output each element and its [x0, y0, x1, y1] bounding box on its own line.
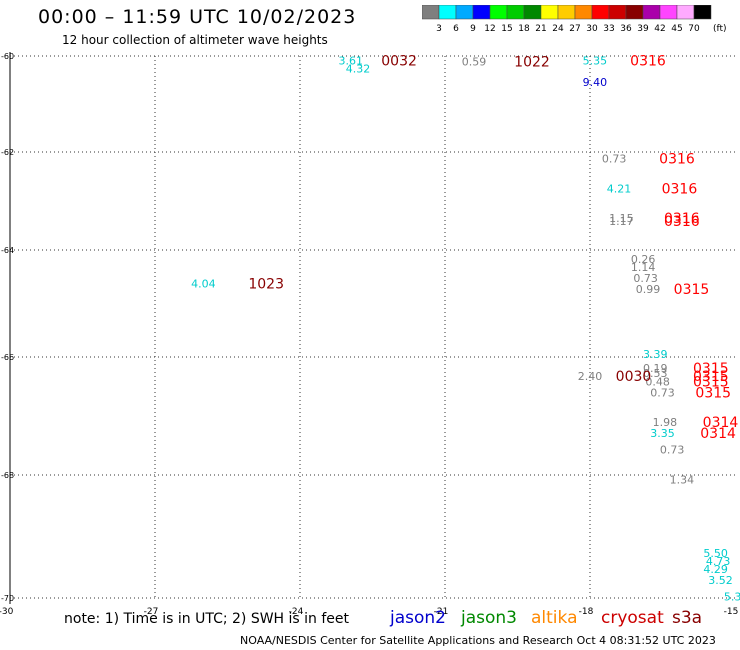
wave-height-label: 0030: [616, 369, 652, 385]
wave-height-label: 0.19: [643, 362, 668, 375]
wave-height-label: 9.40: [583, 76, 608, 89]
wave-height-label: 0315: [674, 282, 710, 298]
color-scale-tick: 36: [620, 24, 632, 34]
color-scale-tick: 18: [518, 24, 530, 34]
satellite-legend-s3a: s3a: [672, 608, 703, 628]
longitude-tick-label: -18: [579, 607, 594, 617]
wave-height-label: 0314: [703, 415, 739, 431]
map-subtitle: 12 hour collection of altimeter wave hei…: [62, 33, 328, 47]
wave-height-label: 2.40: [578, 370, 603, 383]
color-scale-tick: 27: [569, 24, 580, 34]
color-scale-tick: 30: [586, 24, 598, 34]
longitude-tick-label: -15: [724, 607, 739, 617]
color-scale-tick: 70: [688, 24, 700, 34]
wave-height-label: 0.73: [660, 443, 685, 456]
color-scale-tick: 24: [552, 24, 564, 34]
wave-height-label: 0.73: [633, 272, 658, 285]
wave-height-label: 3.52: [708, 574, 733, 587]
wave-height-label: 1.34: [670, 473, 695, 486]
wave-height-label: 0.26: [631, 253, 656, 266]
longitude-tick-label: -21: [434, 607, 449, 617]
latitude-tick-label: -60: [1, 52, 14, 61]
color-scale-tick: 15: [501, 24, 512, 34]
wave-height-label: 0316: [662, 181, 698, 197]
wave-height-label: 0316: [630, 53, 666, 69]
latitude-tick-label: -68: [1, 471, 14, 480]
wave-height-label: 5.35: [583, 54, 608, 67]
latitude-tick-label: -66: [1, 353, 14, 362]
wave-height-label: 0.73: [602, 152, 627, 165]
longitude-tick-label: -27: [144, 607, 159, 617]
wave-height-label: 4.29: [703, 563, 728, 576]
wave-height-label: 0.48: [645, 375, 670, 388]
wave-height-label: 4.32: [346, 63, 371, 76]
color-scale-tick: 12: [484, 24, 495, 34]
color-scale-tick: 33: [603, 24, 614, 34]
color-scale-tick: 21: [535, 24, 546, 34]
color-scale-tick: 45: [671, 24, 682, 34]
latitude-tick-label: -64: [1, 246, 14, 255]
credit-line: NOAA/NESDIS Center for Satellite Applica…: [240, 634, 716, 647]
wave-height-label: 1.14: [631, 261, 656, 274]
wave-height-label: 3.35: [650, 427, 675, 440]
color-scale-tick: 39: [637, 24, 649, 34]
color-scale-tick: 6: [453, 24, 459, 34]
wave-height-label: 0032: [381, 53, 417, 69]
satellite-legend-cryosat: cryosat: [601, 608, 664, 628]
units-note: note: 1) Time is in UTC; 2) SWH is in fe…: [64, 611, 350, 627]
wave-height-label: 5.50: [703, 547, 728, 560]
wave-height-label: 1022: [514, 55, 550, 71]
wave-height-label: 0.99: [636, 283, 661, 296]
color-scale-tick: 3: [436, 24, 442, 34]
wave-height-label: 0.73: [650, 386, 675, 399]
map-title: 00:00 – 11:59 UTC 10/02/2023: [38, 6, 357, 28]
wave-height-label: 1.17: [609, 215, 634, 228]
latitude-tick-label: -70: [1, 594, 14, 603]
wave-height-label: 0316: [664, 214, 700, 230]
satellite-legend-jason2: jason2: [390, 608, 446, 628]
wave-height-label: 0315: [695, 385, 731, 401]
wave-height-label: 1023: [248, 276, 284, 292]
wave-height-label: 0315: [693, 361, 729, 377]
wave-height-label: 0316: [664, 211, 700, 227]
color-scale-tick: 9: [470, 24, 476, 34]
color-swatch: [693, 5, 712, 20]
latitude-tick-label: -62: [1, 148, 14, 157]
wave-height-label: 5.3: [724, 590, 740, 603]
wave-height-label: 0315: [693, 369, 729, 385]
wave-height-label: 4.73: [706, 555, 731, 568]
wave-height-label: 1.98: [653, 416, 678, 429]
wave-height-color-scale: 3 6 9 12 15 18 21 24 27 30 33 36 39 42 45 70 (ft): [422, 5, 727, 34]
wave-height-label: 4.21: [607, 182, 632, 195]
wave-height-label: 0316: [659, 151, 695, 167]
wave-height-label: 3.61: [339, 54, 364, 67]
color-scale-tick: 42: [654, 24, 665, 34]
wave-height-label: 0.53: [643, 367, 668, 380]
wave-height-label: 1.15: [609, 212, 634, 225]
longitude-tick-label: -24: [289, 607, 304, 617]
satellite-legend-jason3: jason3: [461, 608, 517, 628]
longitude-corner-label: -30: [0, 607, 14, 617]
wave-height-label: 4.04: [191, 277, 216, 290]
wave-height-label: 3.39: [643, 348, 668, 361]
satellite-legend-altika: altika: [531, 608, 578, 628]
color-scale-unit: (ft): [713, 24, 727, 34]
wave-height-label: 0.59: [462, 56, 487, 69]
wave-height-label: 0314: [700, 426, 736, 442]
wave-height-label: 0315: [693, 374, 729, 390]
